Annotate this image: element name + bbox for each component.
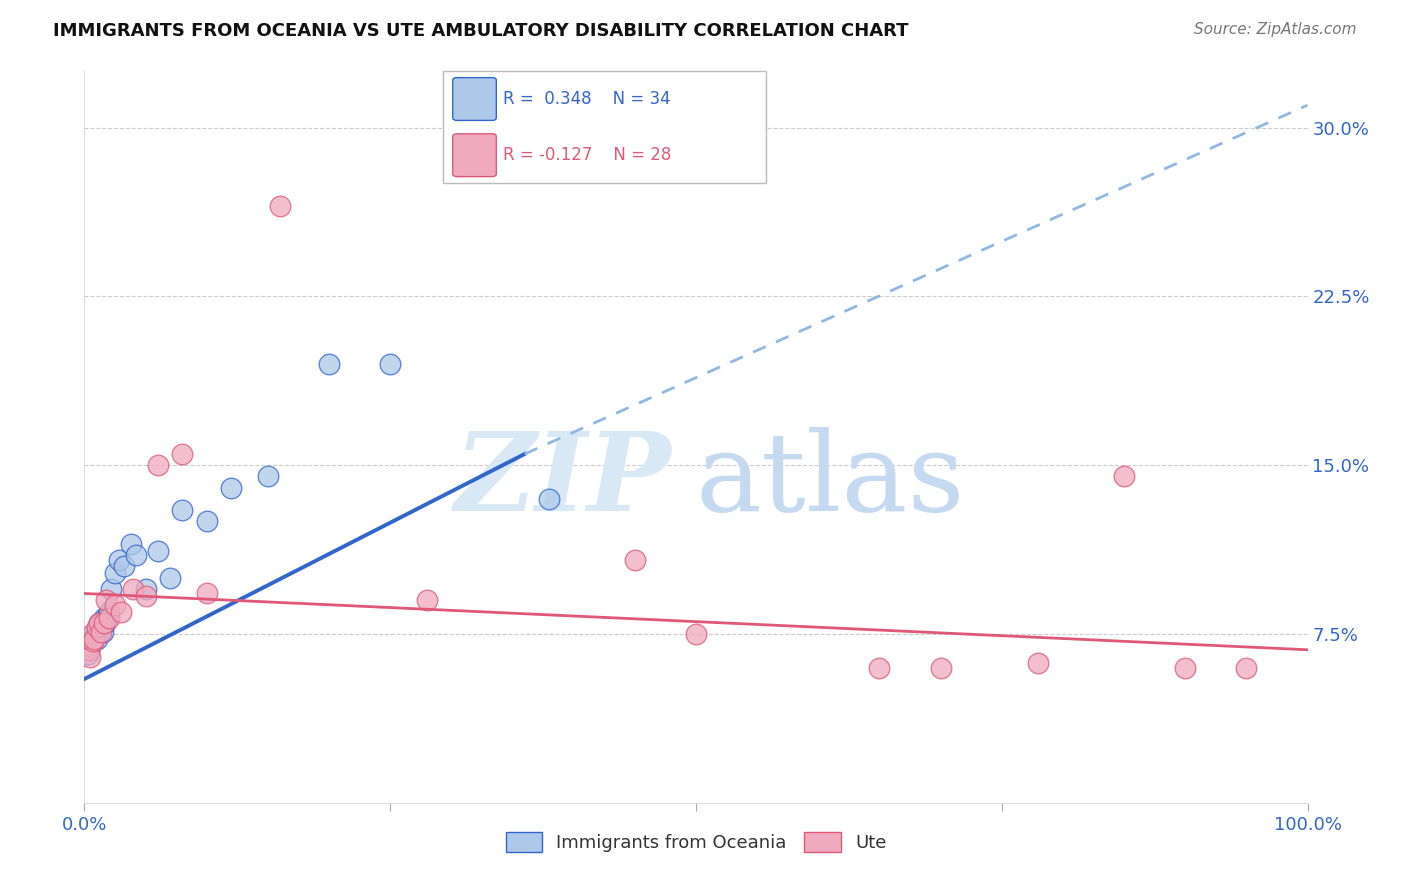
Point	[96, 593, 118, 607]
Point	[120, 537, 142, 551]
Point	[125, 548, 148, 562]
Point	[195, 586, 218, 600]
Point	[94, 615, 117, 630]
Point	[83, 627, 105, 641]
Point	[104, 598, 127, 612]
Point	[172, 447, 194, 461]
Point	[90, 624, 112, 639]
Point	[77, 642, 100, 657]
Point	[1028, 657, 1050, 671]
Point	[135, 582, 157, 596]
Point	[84, 629, 107, 643]
Point	[79, 649, 101, 664]
Text: IMMIGRANTS FROM OCEANIA VS UTE AMBULATORY DISABILITY CORRELATION CHART: IMMIGRANTS FROM OCEANIA VS UTE AMBULATOR…	[53, 22, 908, 40]
Point	[100, 582, 122, 596]
Point	[82, 633, 104, 648]
Point	[538, 491, 561, 506]
Text: R =  0.348    N = 34: R = 0.348 N = 34	[503, 90, 671, 108]
Point	[624, 553, 647, 567]
Point	[195, 515, 218, 529]
Legend: Immigrants from Oceania, Ute: Immigrants from Oceania, Ute	[498, 824, 894, 860]
Point	[685, 627, 707, 641]
Point	[80, 627, 103, 641]
Text: R = -0.127    N = 28: R = -0.127 N = 28	[503, 146, 672, 164]
Point	[159, 571, 181, 585]
Point	[80, 632, 103, 646]
Point	[93, 611, 115, 625]
Point	[89, 620, 111, 634]
Text: ZIP: ZIP	[456, 427, 672, 534]
Point	[104, 566, 127, 581]
Point	[86, 632, 108, 646]
Point	[77, 642, 100, 657]
Point	[107, 553, 129, 567]
Point	[79, 638, 101, 652]
Point	[91, 624, 114, 639]
Point	[269, 199, 291, 213]
Point	[77, 638, 100, 652]
Point	[87, 615, 110, 630]
Point	[1236, 661, 1258, 675]
Point	[146, 458, 169, 473]
Text: atlas: atlas	[696, 427, 966, 534]
Text: Source: ZipAtlas.com: Source: ZipAtlas.com	[1194, 22, 1357, 37]
Point	[135, 589, 157, 603]
Point	[86, 620, 108, 634]
Point	[318, 357, 340, 371]
Point	[82, 633, 104, 648]
Point	[83, 632, 105, 646]
Point	[416, 593, 439, 607]
Point	[87, 624, 110, 639]
Point	[172, 503, 194, 517]
Point	[122, 582, 145, 596]
Point	[93, 615, 115, 630]
Point	[110, 605, 132, 619]
Point	[87, 615, 110, 630]
Point	[90, 615, 112, 630]
Point	[77, 647, 100, 661]
Point	[96, 611, 118, 625]
Point	[869, 661, 891, 675]
Point	[146, 543, 169, 558]
Point	[1114, 469, 1136, 483]
Point	[97, 611, 120, 625]
Point	[1174, 661, 1197, 675]
Point	[929, 661, 952, 675]
Point	[257, 469, 280, 483]
Point	[97, 609, 120, 624]
Point	[112, 559, 135, 574]
Point	[380, 357, 402, 371]
Point	[97, 605, 120, 619]
Point	[219, 481, 242, 495]
